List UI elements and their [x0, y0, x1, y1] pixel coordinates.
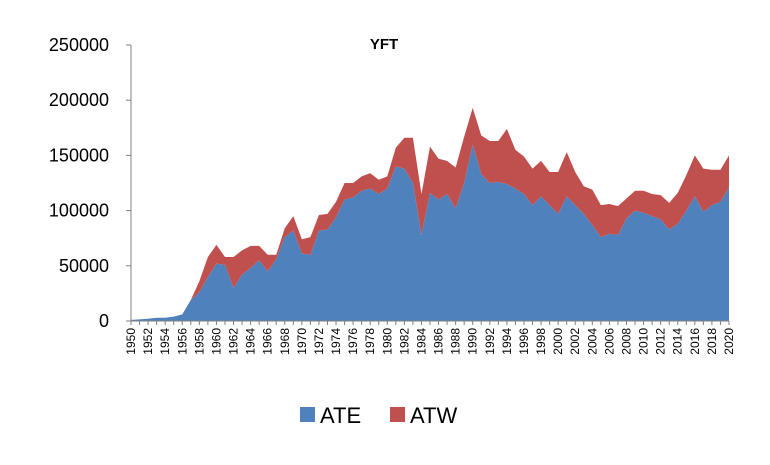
x-tick-label: 1952 [141, 328, 155, 355]
x-tick-label: 2020 [722, 328, 736, 355]
x-tick-label: 1992 [483, 328, 497, 355]
x-tick-label: 1958 [192, 328, 206, 355]
legend-swatch-ate [300, 407, 315, 422]
y-tick-label: 0 [99, 311, 109, 331]
x-tick-label: 1966 [261, 328, 275, 355]
legend-label-ate: ATE [320, 403, 361, 428]
x-tick-label: 1964 [244, 328, 258, 355]
x-tick-label: 2010 [637, 328, 651, 355]
x-tick-label: 1976 [346, 328, 360, 355]
x-tick-label: 2002 [568, 328, 582, 355]
legend: ATE ATW [300, 403, 457, 428]
x-tick-label: 1970 [295, 328, 309, 355]
area-series-ate [131, 144, 729, 321]
y-tick-label: 50000 [59, 256, 109, 276]
x-axis-ticks: 1950 1952 1954 1956 1958 1960 1962 1964 1966 1968… [124, 321, 736, 355]
x-tick-label: 2018 [705, 328, 719, 355]
x-tick-label: 1986 [432, 328, 446, 355]
x-tick-label: 1950 [124, 328, 138, 355]
legend-swatch-atw [390, 407, 405, 422]
x-tick-label: 1954 [158, 328, 172, 355]
y-tick-label: 150000 [49, 145, 109, 165]
x-tick-label: 1990 [466, 328, 480, 355]
chart-title: YFT [370, 36, 398, 53]
area-series-atw [131, 107, 729, 320]
x-tick-label: 1978 [363, 328, 377, 355]
x-tick-label: 1998 [534, 328, 548, 355]
x-tick-label: 1956 [175, 328, 189, 355]
x-tick-label: 2016 [688, 328, 702, 355]
x-tick-label: 2008 [619, 328, 633, 355]
x-tick-label: 1994 [500, 328, 514, 355]
y-tick-label: 200000 [49, 90, 109, 110]
x-tick-label: 2004 [585, 328, 599, 355]
x-tick-label: 2000 [551, 328, 565, 355]
x-tick-label: 1982 [397, 328, 411, 355]
x-tick-label: 1960 [209, 328, 223, 355]
x-tick-label: 1968 [278, 328, 292, 355]
y-tick-label: 250000 [49, 35, 109, 55]
x-tick-label: 2006 [602, 328, 616, 355]
legend-label-atw: ATW [410, 403, 457, 428]
x-tick-label: 1974 [329, 328, 343, 355]
plot-area [131, 107, 729, 321]
x-tick-label: 2012 [654, 328, 668, 355]
x-tick-label: 1988 [449, 328, 463, 355]
x-tick-label: 1962 [227, 328, 241, 355]
x-tick-label: 1980 [380, 328, 394, 355]
y-axis-ticks: 0 50000 100000 150000 200000 250000 [49, 35, 131, 331]
x-tick-label: 1984 [414, 328, 428, 355]
x-tick-label: 1972 [312, 328, 326, 355]
x-tick-label: 1996 [517, 328, 531, 355]
y-tick-label: 100000 [49, 201, 109, 221]
x-tick-label: 2014 [671, 328, 685, 355]
